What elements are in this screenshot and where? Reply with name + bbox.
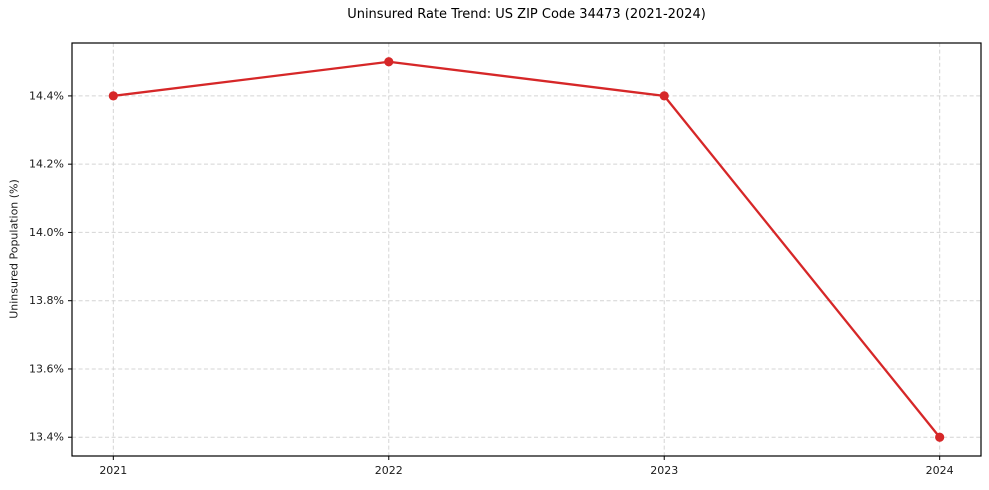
x-tick-label: 2023 bbox=[650, 464, 678, 477]
x-tick-label: 2024 bbox=[926, 464, 954, 477]
y-tick-label: 13.6% bbox=[29, 362, 64, 375]
y-tick-label: 13.8% bbox=[29, 294, 64, 307]
y-tick-label: 14.2% bbox=[29, 158, 64, 171]
data-point-marker bbox=[108, 91, 118, 101]
data-point-marker bbox=[384, 57, 394, 67]
chart-title: Uninsured Rate Trend: US ZIP Code 34473 … bbox=[347, 7, 706, 22]
y-tick-label: 14.0% bbox=[29, 226, 64, 239]
data-point-marker bbox=[659, 91, 669, 101]
trend-line bbox=[112, 60, 941, 439]
x-tick-label: 2022 bbox=[375, 464, 403, 477]
data-point-marker bbox=[935, 432, 945, 442]
y-tick-label: 14.4% bbox=[29, 89, 64, 102]
y-tick-label: 13.4% bbox=[29, 431, 64, 444]
plot-frame bbox=[71, 42, 982, 457]
y-axis-label: Uninsured Population (%) bbox=[7, 179, 21, 319]
x-tick-label: 2021 bbox=[99, 464, 127, 477]
